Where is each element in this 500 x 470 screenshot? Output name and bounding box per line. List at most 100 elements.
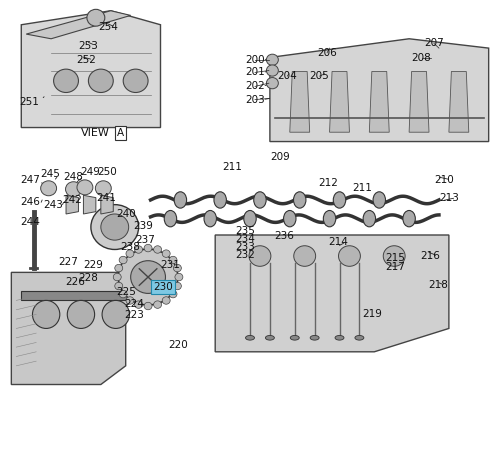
Polygon shape bbox=[26, 11, 130, 39]
Text: 250: 250 bbox=[98, 167, 117, 177]
Text: 202: 202 bbox=[245, 81, 265, 92]
Ellipse shape bbox=[403, 211, 415, 227]
Text: 207: 207 bbox=[424, 39, 444, 48]
Circle shape bbox=[54, 69, 78, 93]
Ellipse shape bbox=[164, 211, 176, 227]
Circle shape bbox=[338, 246, 360, 266]
Circle shape bbox=[162, 297, 170, 304]
Polygon shape bbox=[12, 273, 150, 384]
Text: 254: 254 bbox=[98, 22, 118, 32]
Text: 240: 240 bbox=[116, 209, 136, 219]
Text: 220: 220 bbox=[168, 340, 188, 350]
Text: A: A bbox=[117, 128, 124, 138]
Text: 228: 228 bbox=[78, 273, 98, 283]
Text: 211: 211 bbox=[222, 162, 242, 172]
Ellipse shape bbox=[284, 211, 296, 227]
Polygon shape bbox=[409, 71, 429, 132]
Circle shape bbox=[154, 246, 162, 253]
Ellipse shape bbox=[294, 192, 306, 208]
Ellipse shape bbox=[102, 300, 130, 329]
Text: 217: 217 bbox=[386, 262, 406, 272]
Text: 216: 216 bbox=[420, 251, 440, 261]
Text: 215: 215 bbox=[386, 253, 406, 263]
Circle shape bbox=[294, 246, 316, 266]
Text: 229: 229 bbox=[84, 260, 103, 270]
Ellipse shape bbox=[335, 336, 344, 340]
Circle shape bbox=[249, 246, 271, 266]
Text: 213: 213 bbox=[439, 193, 459, 203]
Circle shape bbox=[144, 244, 152, 252]
Circle shape bbox=[114, 274, 121, 281]
Circle shape bbox=[88, 69, 114, 93]
Text: 204: 204 bbox=[278, 71, 297, 81]
Ellipse shape bbox=[290, 336, 299, 340]
Circle shape bbox=[77, 180, 93, 195]
Polygon shape bbox=[101, 196, 114, 214]
Text: 224: 224 bbox=[124, 298, 144, 309]
Polygon shape bbox=[449, 71, 469, 132]
Ellipse shape bbox=[32, 300, 60, 329]
Text: 243: 243 bbox=[44, 200, 64, 210]
Text: 237: 237 bbox=[136, 235, 156, 245]
Ellipse shape bbox=[214, 192, 226, 208]
Text: 245: 245 bbox=[40, 169, 60, 179]
Circle shape bbox=[87, 9, 105, 26]
Circle shape bbox=[96, 181, 112, 196]
Text: 203: 203 bbox=[245, 94, 265, 104]
Circle shape bbox=[119, 290, 127, 298]
Circle shape bbox=[175, 274, 183, 281]
Circle shape bbox=[115, 282, 122, 290]
Text: 206: 206 bbox=[317, 48, 337, 58]
Ellipse shape bbox=[68, 300, 94, 329]
Ellipse shape bbox=[373, 192, 386, 208]
Polygon shape bbox=[84, 196, 96, 214]
Ellipse shape bbox=[324, 211, 336, 227]
Text: 209: 209 bbox=[270, 151, 289, 162]
Polygon shape bbox=[330, 71, 349, 132]
Text: 248: 248 bbox=[64, 172, 84, 181]
Circle shape bbox=[40, 181, 56, 196]
Circle shape bbox=[126, 250, 134, 258]
Text: 244: 244 bbox=[20, 217, 40, 227]
Text: 233: 233 bbox=[235, 242, 255, 251]
Text: 208: 208 bbox=[412, 54, 432, 63]
Ellipse shape bbox=[246, 336, 254, 340]
Ellipse shape bbox=[310, 336, 319, 340]
Circle shape bbox=[266, 54, 278, 65]
Text: 225: 225 bbox=[116, 287, 136, 297]
Text: 200: 200 bbox=[245, 55, 265, 65]
Text: 214: 214 bbox=[328, 237, 348, 247]
Text: 247: 247 bbox=[20, 175, 40, 185]
Text: 239: 239 bbox=[133, 220, 153, 231]
Circle shape bbox=[118, 249, 178, 305]
Circle shape bbox=[130, 261, 166, 293]
Polygon shape bbox=[66, 196, 78, 214]
Polygon shape bbox=[370, 71, 389, 132]
Circle shape bbox=[126, 297, 134, 304]
Polygon shape bbox=[22, 291, 130, 300]
Text: 252: 252 bbox=[76, 55, 96, 65]
Circle shape bbox=[134, 301, 142, 308]
Polygon shape bbox=[270, 39, 488, 141]
Text: 235: 235 bbox=[235, 226, 255, 236]
Ellipse shape bbox=[204, 211, 216, 227]
Text: 230: 230 bbox=[153, 282, 173, 292]
Ellipse shape bbox=[244, 211, 256, 227]
Text: 210: 210 bbox=[434, 175, 454, 185]
Text: 238: 238 bbox=[120, 242, 141, 251]
Text: 251: 251 bbox=[19, 97, 38, 107]
Circle shape bbox=[134, 246, 142, 253]
Ellipse shape bbox=[363, 211, 376, 227]
Circle shape bbox=[91, 204, 138, 250]
Text: 205: 205 bbox=[310, 71, 330, 81]
Text: 242: 242 bbox=[62, 195, 82, 205]
Text: 253: 253 bbox=[78, 41, 98, 51]
Text: 236: 236 bbox=[274, 231, 293, 241]
Ellipse shape bbox=[266, 336, 274, 340]
Circle shape bbox=[115, 264, 122, 272]
Polygon shape bbox=[290, 71, 310, 132]
Text: 241: 241 bbox=[96, 193, 116, 203]
Circle shape bbox=[154, 301, 162, 308]
Circle shape bbox=[384, 246, 405, 266]
Text: 201: 201 bbox=[245, 67, 265, 78]
